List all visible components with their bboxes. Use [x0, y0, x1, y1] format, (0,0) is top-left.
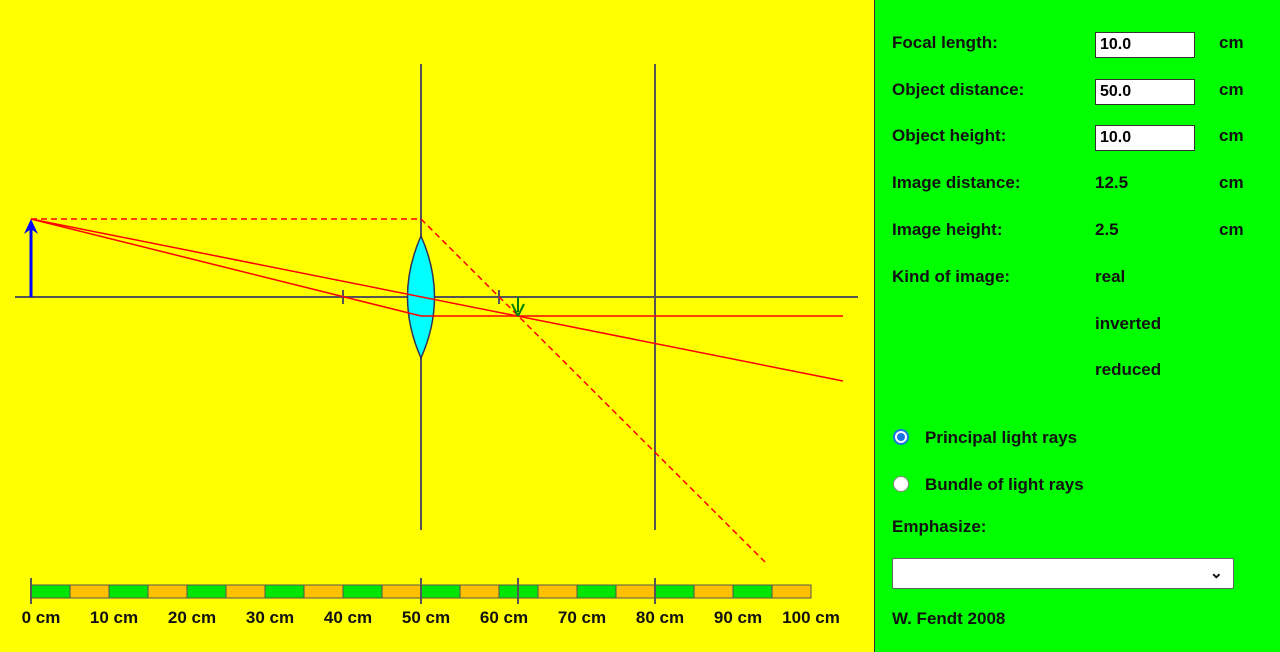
ruler-label: 90 cm	[713, 608, 763, 627]
image-height-value: 2.5	[1095, 220, 1119, 239]
bundle-rays-radio[interactable]	[893, 476, 909, 492]
parallel-ray-refracted	[420, 218, 766, 563]
emphasize-select[interactable]: ⌄	[892, 558, 1234, 589]
optics-canvas[interactable]: 0 cm 10 cm 20 cm 30 cm 40 cm 50 cm 60 cm…	[0, 0, 874, 652]
ruler-label: 40 cm	[323, 608, 373, 627]
object-height-input[interactable]	[1095, 125, 1195, 151]
image-height-label: Image height:	[892, 220, 1003, 239]
ruler-label: 30 cm	[245, 608, 295, 627]
ruler-label: 10 cm	[89, 608, 139, 627]
image-distance-label: Image distance:	[892, 173, 1021, 192]
object-height-label: Object height:	[892, 126, 1007, 145]
principal-rays-radio[interactable]	[893, 429, 909, 445]
bundle-rays-label[interactable]: Bundle of light rays	[925, 475, 1084, 494]
focal-length-input[interactable]	[1095, 32, 1195, 58]
control-panel: Focal length: cm Object distance: cm Obj…	[874, 0, 1280, 652]
emphasize-label: Emphasize:	[892, 517, 987, 536]
image-height-unit: cm	[1219, 220, 1244, 239]
image-distance-unit: cm	[1219, 173, 1244, 192]
distance-ruler	[30, 578, 812, 604]
ruler-label: 100 cm	[782, 608, 840, 627]
object-height-unit: cm	[1219, 126, 1244, 145]
image-arrow	[511, 297, 525, 317]
object-distance-input[interactable]	[1095, 79, 1195, 105]
object-arrow[interactable]	[24, 219, 38, 297]
optics-drawing[interactable]	[0, 0, 874, 652]
principal-rays	[30, 218, 844, 563]
focal-length-label: Focal length:	[892, 33, 998, 52]
object-distance-unit: cm	[1219, 80, 1244, 99]
ruler-label: 70 cm	[557, 608, 607, 627]
ruler-label: 20 cm	[167, 608, 217, 627]
ruler-label: 60 cm	[479, 608, 529, 627]
kind-of-image-value: real	[1095, 267, 1126, 286]
central-ray	[30, 218, 844, 382]
image-distance-value: 12.5	[1095, 173, 1129, 192]
focal-length-unit: cm	[1219, 33, 1244, 52]
kind-of-image-value: inverted	[1095, 314, 1162, 333]
author-credit: W. Fendt 2008	[892, 609, 1006, 628]
focal-ray	[30, 218, 422, 317]
ruler-label: 80 cm	[635, 608, 685, 627]
chevron-down-icon: ⌄	[1209, 565, 1223, 582]
principal-rays-label[interactable]: Principal light rays	[925, 428, 1078, 447]
kind-of-image-label: Kind of image:	[892, 267, 1011, 286]
ruler-label: 50 cm	[401, 608, 451, 627]
kind-of-image-value: reduced	[1095, 360, 1162, 379]
ruler-label: 0 cm	[21, 608, 61, 627]
object-distance-label: Object distance:	[892, 80, 1025, 99]
